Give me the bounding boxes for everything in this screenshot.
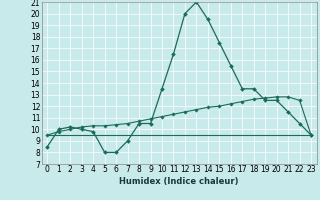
X-axis label: Humidex (Indice chaleur): Humidex (Indice chaleur) xyxy=(119,177,239,186)
